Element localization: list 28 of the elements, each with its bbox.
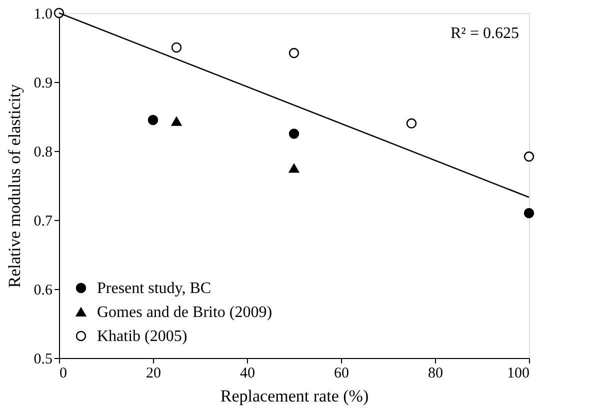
point <box>288 48 300 58</box>
y-tick-label: 0.7 <box>34 214 53 230</box>
y-tick-label: 1.0 <box>34 6 52 22</box>
point <box>524 208 534 218</box>
legend-label: Khatib (2005) <box>97 328 188 345</box>
y-tick-label: 0.5 <box>34 352 52 368</box>
point <box>524 151 534 162</box>
y-tick-label: 0.9 <box>34 76 52 92</box>
x-tick-label: 40 <box>240 366 255 382</box>
x-tick-label: 60 <box>334 366 349 382</box>
point <box>54 8 64 18</box>
x-tick-label: 20 <box>146 366 161 382</box>
point <box>171 42 182 53</box>
point <box>406 118 417 129</box>
legend-label: Gomes and de Brito (2009) <box>97 304 272 321</box>
y-axis-title: Relative modulus of elasticity <box>4 84 24 288</box>
x-tick-label: 0 <box>60 366 67 382</box>
y-tick-label: 0.6 <box>34 282 53 298</box>
point <box>171 116 182 126</box>
annotation: R² = 0.625 <box>450 25 519 42</box>
x-axis-title: Replacement rate (%) <box>220 386 369 406</box>
point <box>288 164 300 173</box>
legend-label: Present study, BC <box>97 280 212 297</box>
point <box>148 114 158 126</box>
y-tick-label: 0.8 <box>34 144 52 160</box>
point <box>288 128 300 139</box>
x-tick-label: 80 <box>428 366 443 382</box>
x-tick-label: 100 <box>507 366 530 382</box>
